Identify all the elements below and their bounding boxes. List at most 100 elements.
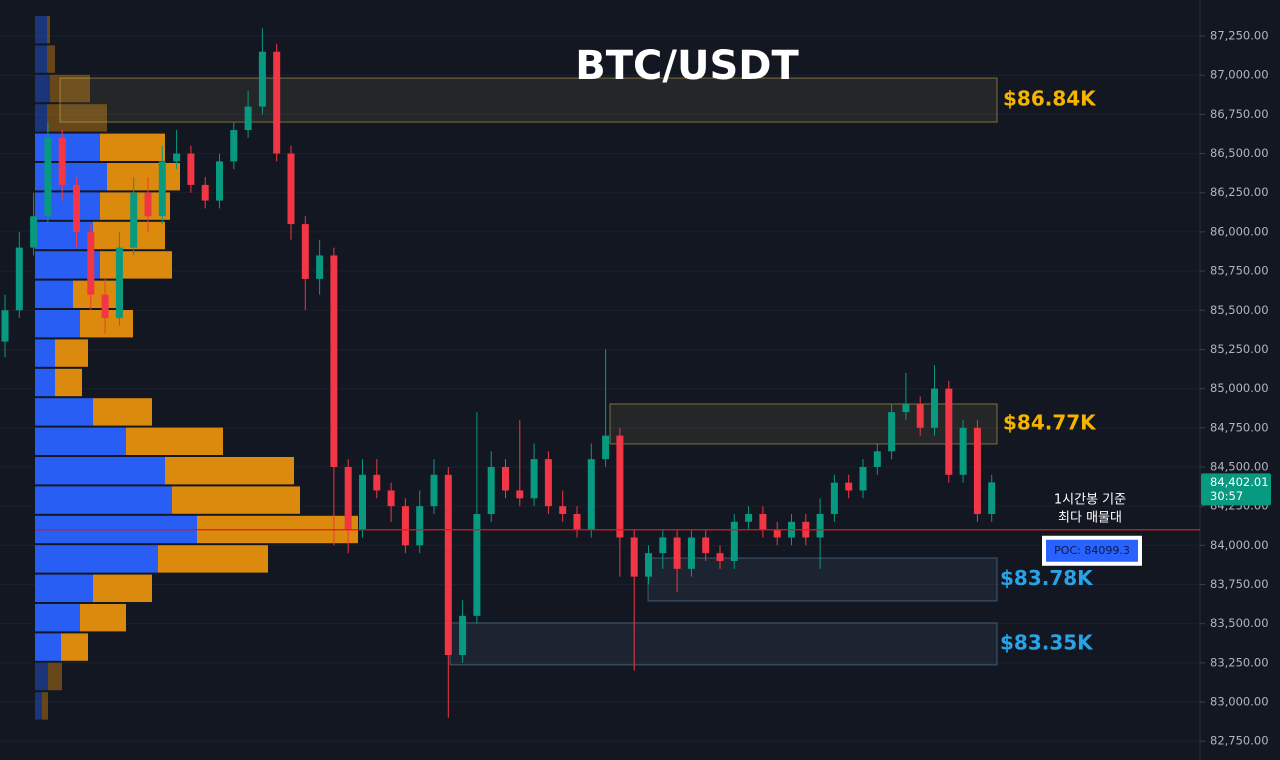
candle-body [716, 553, 724, 561]
y-tick-label: 85,250.00 [1210, 342, 1269, 356]
profile-sell [48, 662, 62, 691]
candle-body [187, 153, 195, 185]
profile-sell [93, 574, 152, 602]
y-tick-label: 83,250.00 [1210, 655, 1269, 669]
candle-body [344, 466, 352, 530]
candle-body [602, 435, 610, 460]
zone [59, 77, 998, 123]
annotation: 1시간봉 기준 [1054, 492, 1126, 507]
profile-sell [42, 692, 48, 720]
profile-buy [35, 398, 93, 426]
countdown: 30:57 [1210, 489, 1243, 503]
candle-body [745, 513, 753, 522]
profile-sell [158, 545, 268, 573]
candle-body [487, 466, 495, 514]
profile-buy [35, 604, 80, 632]
candle-body [573, 513, 581, 530]
y-tick-label: 85,500.00 [1210, 303, 1269, 317]
profile-sell [126, 427, 223, 455]
candle-body [773, 529, 781, 538]
candle-body [73, 184, 80, 232]
profile-sell [100, 133, 165, 161]
zone-label: $86.84K [1003, 87, 1097, 111]
candle-body [58, 137, 66, 185]
candle-body [687, 537, 695, 569]
zone-label: $83.78K [1000, 566, 1094, 590]
candle-body [44, 137, 52, 217]
candle-body [630, 537, 638, 577]
candle-body [87, 231, 95, 295]
zone [449, 622, 998, 666]
candle-body [759, 513, 767, 530]
y-tick-label: 84,500.00 [1210, 459, 1269, 473]
candle-body [287, 153, 295, 225]
candle-body [301, 224, 309, 279]
candle-body [416, 506, 424, 546]
profile-sell [107, 163, 180, 191]
candle-body [873, 451, 881, 467]
candle-body [158, 161, 166, 217]
y-tick-label: 86,250.00 [1210, 185, 1269, 199]
profile-buy [35, 74, 50, 103]
candle-body [559, 506, 567, 514]
y-tick-label: 82,750.00 [1210, 734, 1269, 748]
profile-buy [35, 104, 47, 132]
y-tick-label: 87,000.00 [1210, 68, 1269, 82]
candle-body [258, 51, 266, 107]
candle-body [888, 412, 896, 452]
candle-body [959, 427, 967, 475]
candle-body [859, 466, 867, 491]
profile-buy [35, 692, 42, 720]
last-price-tag [1201, 473, 1271, 506]
profile-buy [35, 221, 93, 250]
profile-sell [47, 104, 107, 132]
candle-body [430, 474, 438, 507]
profile-buy [35, 16, 47, 44]
candle-body [616, 435, 624, 538]
candle-body [273, 51, 281, 154]
candle-body [101, 294, 109, 319]
candle-body [316, 255, 324, 279]
profile-sell [93, 221, 165, 250]
y-tick-label: 84,000.00 [1210, 538, 1269, 552]
candle-body [173, 153, 181, 162]
candle-body [473, 513, 481, 616]
profile-sell [50, 74, 90, 103]
profile-buy [35, 368, 55, 397]
profile-sell [100, 251, 172, 279]
candle-body [115, 247, 123, 319]
chart-title: BTC/USDT [575, 43, 799, 89]
poc-box [1046, 539, 1138, 562]
y-tick-label: 87,250.00 [1210, 29, 1269, 43]
zone-label: $84.77K [1003, 410, 1097, 434]
candle-body [387, 490, 395, 507]
profile-sell [61, 633, 88, 661]
profile-sell [80, 604, 126, 632]
profile-buy [35, 633, 61, 661]
candle-body [201, 184, 209, 201]
profile-sell [73, 280, 123, 308]
candle-body [444, 474, 452, 656]
y-tick-label: 83,500.00 [1210, 616, 1269, 630]
profile-buy [35, 662, 48, 691]
candle-body [659, 537, 667, 554]
candle-body [587, 459, 595, 530]
profile-sell [47, 16, 50, 44]
profile-sell [93, 398, 152, 426]
y-tick-label: 84,750.00 [1210, 420, 1269, 434]
candle-body [945, 388, 953, 475]
profile-buy [35, 339, 55, 367]
zone-label: $83.35K [1000, 630, 1094, 654]
candle-body [30, 216, 38, 248]
candle-body [816, 513, 824, 538]
candle-body [216, 161, 223, 201]
profile-buy [35, 280, 73, 308]
candle-body [902, 404, 910, 413]
profile-buy [35, 427, 126, 455]
candle-body [144, 192, 152, 217]
candle-body [1, 310, 9, 342]
profile-buy [35, 545, 158, 573]
y-tick-label: 86,500.00 [1210, 146, 1269, 160]
candle-body [645, 553, 652, 577]
